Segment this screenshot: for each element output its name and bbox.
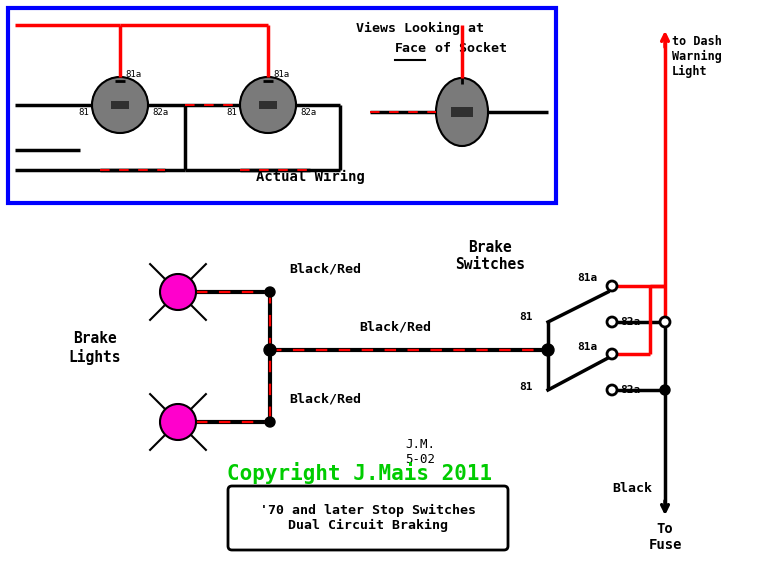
Text: J.M.
5-02: J.M. 5-02: [405, 438, 435, 466]
Circle shape: [607, 385, 617, 395]
Text: Face: Face: [395, 42, 427, 55]
Text: 81a: 81a: [578, 342, 598, 352]
Text: of Socket: of Socket: [427, 42, 507, 55]
FancyBboxPatch shape: [8, 8, 556, 203]
Text: Black: Black: [612, 482, 652, 495]
Circle shape: [160, 404, 196, 440]
Text: Copyright J.Mais 2011: Copyright J.Mais 2011: [227, 462, 492, 484]
Circle shape: [265, 287, 275, 297]
Ellipse shape: [436, 78, 488, 146]
Circle shape: [264, 344, 276, 356]
Text: 82a: 82a: [620, 385, 641, 395]
Text: Actual Wiring: Actual Wiring: [256, 170, 365, 184]
Circle shape: [607, 317, 617, 327]
Text: Brake
Switches: Brake Switches: [455, 240, 525, 272]
Circle shape: [265, 417, 275, 427]
FancyBboxPatch shape: [111, 101, 129, 109]
Text: Black/Red: Black/Red: [289, 262, 361, 275]
Text: 82a: 82a: [152, 108, 168, 117]
Text: Black/Red: Black/Red: [359, 320, 431, 333]
Circle shape: [660, 385, 670, 395]
Circle shape: [607, 281, 617, 291]
Text: 81a: 81a: [578, 273, 598, 283]
Text: Black/Red: Black/Red: [289, 392, 361, 405]
Text: to Dash
Warning
Light: to Dash Warning Light: [672, 35, 722, 78]
Circle shape: [660, 317, 670, 327]
Text: '70 and later Stop Switches
Dual Circuit Braking: '70 and later Stop Switches Dual Circuit…: [260, 504, 476, 532]
Circle shape: [240, 77, 296, 133]
Text: 81: 81: [519, 312, 533, 322]
Text: Brake
Lights: Brake Lights: [69, 331, 121, 365]
Circle shape: [160, 274, 196, 310]
Text: 81: 81: [226, 108, 237, 117]
Text: 82a: 82a: [620, 317, 641, 327]
FancyBboxPatch shape: [451, 107, 473, 117]
FancyBboxPatch shape: [259, 101, 277, 109]
Text: 82a: 82a: [300, 108, 316, 117]
Text: Views Looking at: Views Looking at: [356, 22, 484, 35]
Text: 81a: 81a: [273, 70, 289, 79]
Text: To
Fuse: To Fuse: [648, 522, 682, 552]
Text: 81: 81: [519, 382, 533, 392]
Circle shape: [92, 77, 148, 133]
Text: 81: 81: [78, 108, 89, 117]
Circle shape: [607, 349, 617, 359]
Text: 81a: 81a: [125, 70, 141, 79]
Circle shape: [542, 344, 554, 356]
FancyBboxPatch shape: [228, 486, 508, 550]
